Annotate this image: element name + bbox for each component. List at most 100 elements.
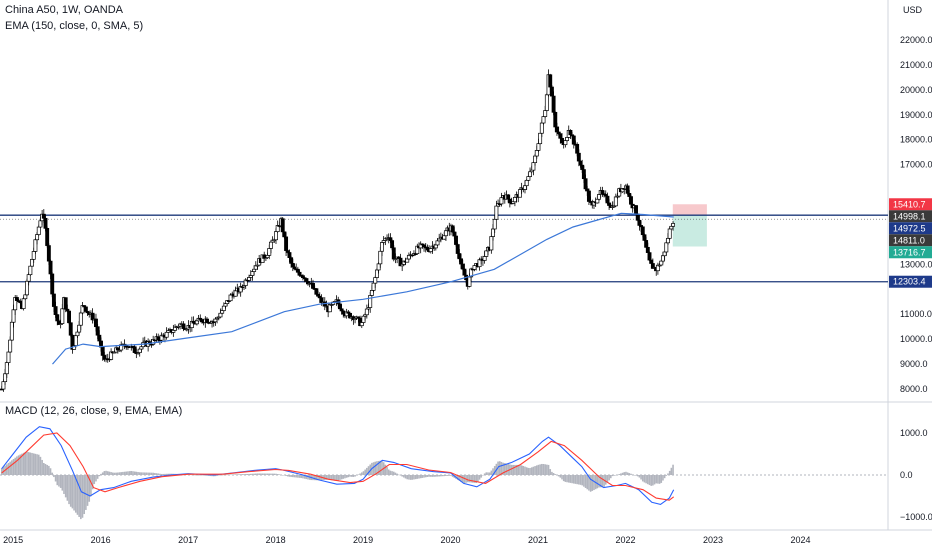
macd-histogram-bar xyxy=(217,475,220,476)
price-tick-label: 13000.0 xyxy=(900,259,932,269)
macd-histogram-bar xyxy=(626,472,629,475)
ema-legend[interactable]: EMA (150, close, 0, SMA, 5) xyxy=(5,20,143,32)
macd-histogram-bar xyxy=(167,473,170,475)
macd-histogram-bar xyxy=(251,473,254,475)
macd-histogram-bar xyxy=(127,471,129,475)
macd-histogram-bar xyxy=(362,471,365,475)
candle-body xyxy=(4,362,9,375)
macd-histogram-bar xyxy=(59,475,62,488)
macd-histogram-bar xyxy=(256,473,259,475)
macd-histogram-bar xyxy=(36,454,38,475)
macd-legend[interactable]: MACD (12, 26, close, 9, EMA, EMA) xyxy=(5,405,182,417)
candle-body xyxy=(666,237,670,244)
macd-histogram-bar xyxy=(270,473,272,475)
macd-histogram-bar xyxy=(125,471,128,475)
macd-histogram-bar xyxy=(258,473,260,475)
macd-histogram-bar xyxy=(628,473,631,475)
macd-histogram-bar xyxy=(288,475,291,477)
macd-histogram-bar xyxy=(450,475,452,476)
candle-body xyxy=(368,295,373,308)
macd-histogram-bar xyxy=(37,454,40,475)
ema-line xyxy=(52,212,674,365)
macd-histogram-bar xyxy=(470,475,472,483)
candle-body xyxy=(304,278,309,282)
macd-histogram-bar xyxy=(598,475,600,488)
candle-body xyxy=(455,244,460,254)
macd-histogram-bar xyxy=(446,475,449,476)
macd-histogram-bar xyxy=(110,472,112,475)
candle-body xyxy=(83,306,88,312)
macd-histogram-bar xyxy=(438,475,440,477)
candle-body xyxy=(252,268,257,272)
horizontal-levels[interactable] xyxy=(0,214,888,283)
macd-histogram-bar xyxy=(537,464,540,475)
macd-histogram-bar xyxy=(344,475,346,479)
candle-body xyxy=(637,219,642,226)
candle-body xyxy=(551,95,556,113)
candle-body xyxy=(664,242,669,253)
macd-histogram-bar xyxy=(31,452,33,475)
candle-body xyxy=(41,213,46,219)
macd-histogram-bar xyxy=(542,463,545,475)
candle-body xyxy=(482,256,487,261)
macd-histogram-bar xyxy=(27,452,30,475)
candle-body xyxy=(541,116,546,124)
macd-histogram-bar xyxy=(482,475,484,476)
macd-histogram-bar xyxy=(248,473,250,475)
macd-histogram-bar xyxy=(643,475,646,483)
macd-histogram-bar xyxy=(463,475,466,484)
macd-histogram-bar xyxy=(613,475,615,476)
macd-histogram-bar xyxy=(354,475,356,477)
macd-histogram-bar xyxy=(64,475,67,498)
candle-body xyxy=(506,194,511,200)
candle-body xyxy=(539,122,544,134)
candle-body xyxy=(642,234,647,241)
time-tick-label: 2021 xyxy=(528,535,548,545)
macd-histogram-bar xyxy=(261,473,264,475)
candle-body xyxy=(53,306,58,315)
macd-histogram-bar xyxy=(295,475,297,478)
candle-body xyxy=(661,255,665,262)
macd-histogram-bar xyxy=(522,465,525,475)
macd-axis-ticks[interactable]: 1000.0 0.0 −1000.0 xyxy=(900,428,932,522)
macd-histogram-bar xyxy=(63,475,65,494)
macd-histogram-bar xyxy=(46,464,48,475)
symbol-title[interactable]: China A50, 1W, OANDA xyxy=(5,4,124,16)
candle-body xyxy=(11,309,16,323)
macd-histogram-bar xyxy=(142,472,144,475)
candle-body xyxy=(55,314,60,322)
candle-body xyxy=(31,251,36,260)
macd-histogram-bar xyxy=(440,475,442,477)
candle-body xyxy=(558,133,563,139)
macd-histogram-bar xyxy=(623,472,626,475)
candle-body xyxy=(194,320,199,325)
macd-line xyxy=(1,426,675,505)
candle-body xyxy=(600,190,605,195)
candle-body xyxy=(391,247,396,260)
macd-histogram-bar xyxy=(588,475,590,491)
candle-body xyxy=(489,236,494,251)
macd-histogram-bar xyxy=(21,453,23,475)
macd-histogram-bar xyxy=(672,464,674,475)
macd-histogram-bar xyxy=(652,475,654,486)
macd-histogram-bar xyxy=(428,475,430,477)
time-axis-ticks[interactable]: 2015 2016 2017 2018 2019 2020 2021 2022 2023 2024 xyxy=(3,535,810,545)
macd-histogram-bar xyxy=(485,472,488,475)
position-tool[interactable] xyxy=(672,204,707,247)
macd-histogram-bar xyxy=(202,475,205,476)
macd-histogram-bar xyxy=(234,474,237,475)
candle-body xyxy=(364,308,369,316)
macd-histogram-bar xyxy=(86,475,89,506)
macd-histogram-bar xyxy=(433,475,435,477)
candle-body xyxy=(526,176,531,181)
macd-histogram-bar xyxy=(317,475,319,481)
candle-body xyxy=(21,298,26,309)
macd-histogram-bar xyxy=(120,472,123,475)
price-tag-label: 14972.5 xyxy=(893,223,926,233)
candle-body xyxy=(164,331,169,338)
macd-histogram-bar xyxy=(655,475,658,484)
macd-histogram-bar xyxy=(406,475,409,480)
candle-body xyxy=(14,297,19,301)
candle-body xyxy=(376,263,381,271)
candle-body xyxy=(26,274,31,282)
